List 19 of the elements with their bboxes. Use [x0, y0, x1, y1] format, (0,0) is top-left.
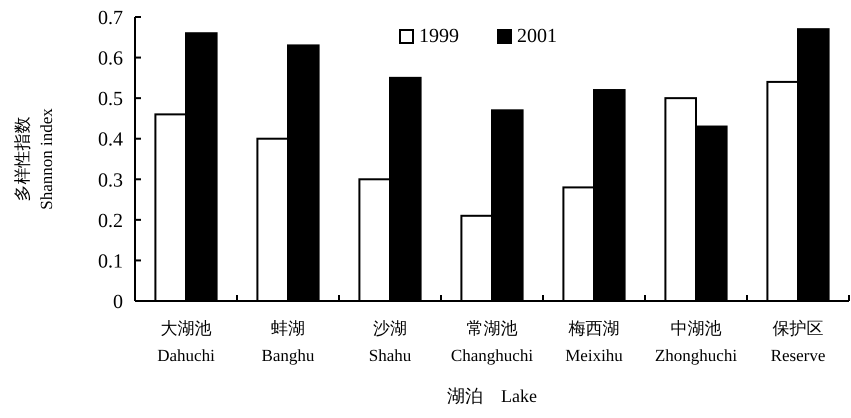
legend-label: 2001 [517, 25, 557, 47]
x-axis-title: 湖泊 Lake [447, 386, 537, 406]
x-tick-label: 大湖池 Dahuchi [157, 319, 216, 365]
x-tick-label: 中湖池 Zhonghuchi [654, 319, 738, 365]
y-tick-label: 0.5 [98, 88, 123, 110]
x-tick-label: 梅西湖 Meixihu [565, 319, 624, 365]
y-tick-label: 0.7 [98, 7, 123, 29]
y-tick-label: 0 [113, 291, 123, 313]
y-tick-label: 0.1 [98, 250, 123, 272]
y-tick-label: 0.4 [98, 128, 123, 151]
y-tick-label: 0.6 [98, 48, 123, 70]
y-tick-label: 0.3 [98, 169, 123, 192]
y-tick-label: 0.2 [98, 210, 123, 232]
y-axis-title: 多样性指数 Shannon index [13, 108, 56, 210]
x-tick-label: 常湖池 Changhuchi [450, 319, 534, 365]
legend-label: 1999 [419, 25, 459, 47]
x-tick-label: 沙湖 Shahu [368, 319, 412, 365]
x-tick-label: 保护区 Reserve [770, 319, 826, 365]
x-tick-label: 蚌湖 Banghu [262, 319, 315, 365]
